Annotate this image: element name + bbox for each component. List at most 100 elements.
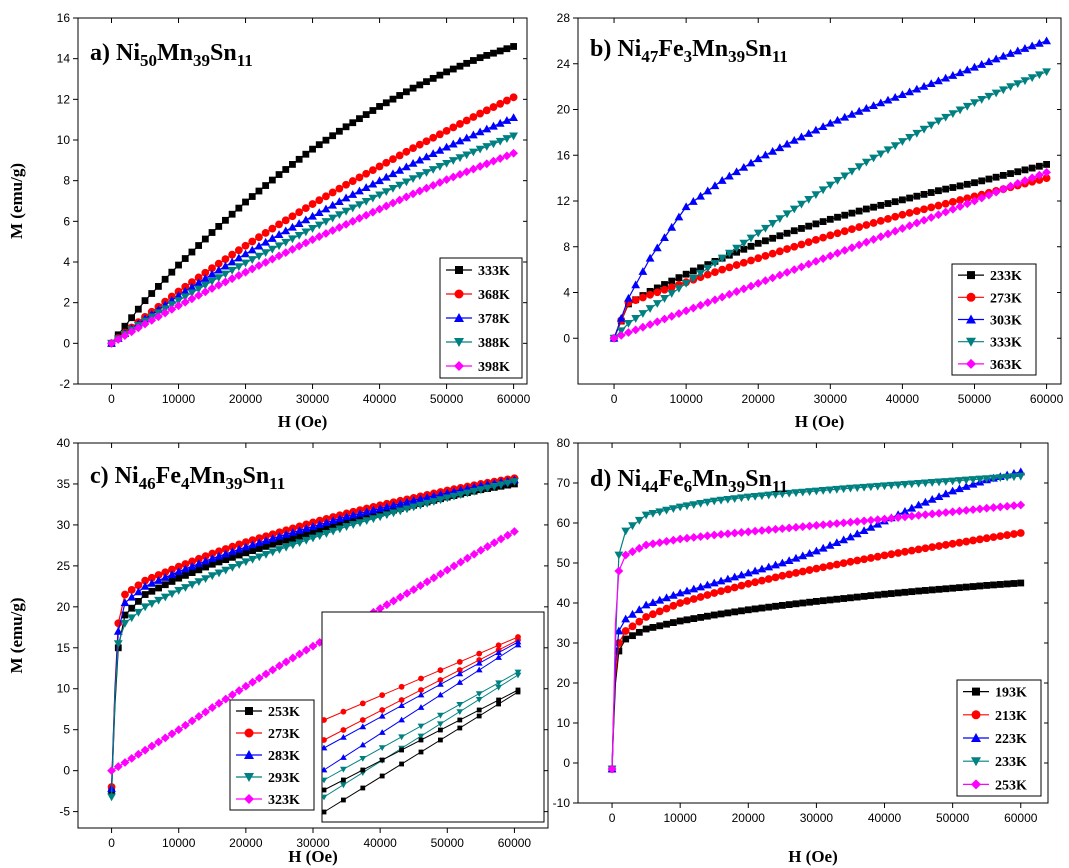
data-point	[655, 538, 665, 547]
data-point	[839, 485, 849, 494]
data-point	[934, 492, 944, 500]
data-point	[683, 597, 691, 605]
x-tick-label: 60000	[1030, 392, 1064, 406]
data-point	[819, 597, 827, 605]
data-point	[948, 71, 958, 79]
data-point	[1034, 38, 1044, 47]
data-point	[417, 723, 425, 730]
data-point	[753, 154, 763, 163]
data-point	[275, 171, 283, 178]
legend-label: 368K	[478, 288, 510, 303]
data-point	[732, 244, 741, 253]
data-point	[127, 753, 137, 763]
data-point	[255, 233, 263, 242]
data-point	[862, 221, 871, 229]
data-point	[703, 298, 713, 307]
data-point	[898, 224, 907, 233]
y-tick-label: 6	[63, 214, 70, 228]
data-point	[288, 541, 298, 550]
inset-frame	[321, 611, 545, 823]
data-point	[261, 551, 271, 559]
data-point	[127, 327, 137, 337]
data-point	[175, 574, 183, 582]
data-point	[227, 257, 237, 266]
data-point	[631, 280, 641, 289]
data-point	[1009, 501, 1019, 511]
data-point	[228, 250, 237, 259]
data-point	[832, 538, 842, 546]
data-point	[631, 296, 640, 305]
data-point	[168, 578, 176, 585]
data-point	[710, 259, 720, 268]
data-point	[840, 227, 849, 236]
data-point	[428, 149, 438, 158]
data-point	[948, 204, 958, 214]
data-point	[215, 558, 223, 566]
legend: 253K 273K 283K 293K 323K	[229, 699, 315, 811]
data-point	[834, 213, 841, 221]
data-point	[1013, 178, 1023, 188]
legend-item: 398K	[446, 360, 510, 375]
data-point	[883, 146, 893, 155]
data-point	[941, 489, 951, 498]
data-point	[739, 284, 749, 294]
data-point	[989, 503, 998, 512]
data-point	[645, 320, 655, 329]
data-point	[920, 479, 930, 488]
data-point	[207, 703, 217, 712]
data-point	[489, 483, 499, 491]
data-point	[496, 99, 505, 108]
data-point	[195, 566, 203, 574]
data-point	[696, 532, 706, 541]
data-point	[194, 578, 204, 586]
data-point	[382, 99, 390, 107]
data-point	[462, 167, 472, 177]
data-point	[207, 284, 217, 293]
data-point	[288, 212, 297, 221]
data-point	[274, 242, 284, 251]
data-point	[301, 215, 311, 224]
data-point	[409, 503, 419, 512]
data-point	[942, 585, 950, 593]
data-point	[268, 548, 278, 557]
data-point	[682, 586, 692, 595]
data-point	[704, 612, 711, 620]
data-point	[442, 494, 452, 503]
data-point	[861, 237, 871, 247]
data-point	[648, 539, 658, 549]
data-point	[483, 52, 491, 59]
data-point	[968, 505, 978, 515]
data-point	[833, 595, 841, 603]
legend-item: 363K	[958, 358, 1022, 373]
data-point	[268, 665, 278, 675]
data-point	[847, 594, 854, 602]
data-point	[961, 482, 971, 490]
data-point	[141, 591, 149, 598]
data-point	[228, 542, 237, 551]
data-point	[775, 143, 785, 152]
data-point	[359, 700, 366, 707]
data-point	[975, 535, 984, 544]
legend-label: 303K	[990, 314, 1022, 329]
data-point	[222, 216, 229, 224]
data-point	[880, 514, 889, 524]
data-point	[134, 608, 143, 617]
data-point	[301, 524, 311, 532]
data-point	[681, 202, 691, 211]
data-point	[436, 569, 445, 579]
data-point	[711, 268, 719, 277]
data-point	[717, 254, 727, 263]
data-point	[743, 527, 753, 537]
y-tick-label: 16	[557, 148, 571, 162]
data-point	[1021, 166, 1029, 174]
data-point	[294, 241, 304, 251]
data-point	[288, 653, 298, 663]
data-point	[778, 571, 787, 580]
data-point	[247, 245, 257, 254]
data-point	[375, 504, 385, 512]
data-point	[342, 123, 350, 131]
data-point	[398, 734, 405, 741]
data-point	[797, 240, 806, 249]
data-point	[723, 574, 733, 583]
data-point	[790, 227, 798, 235]
